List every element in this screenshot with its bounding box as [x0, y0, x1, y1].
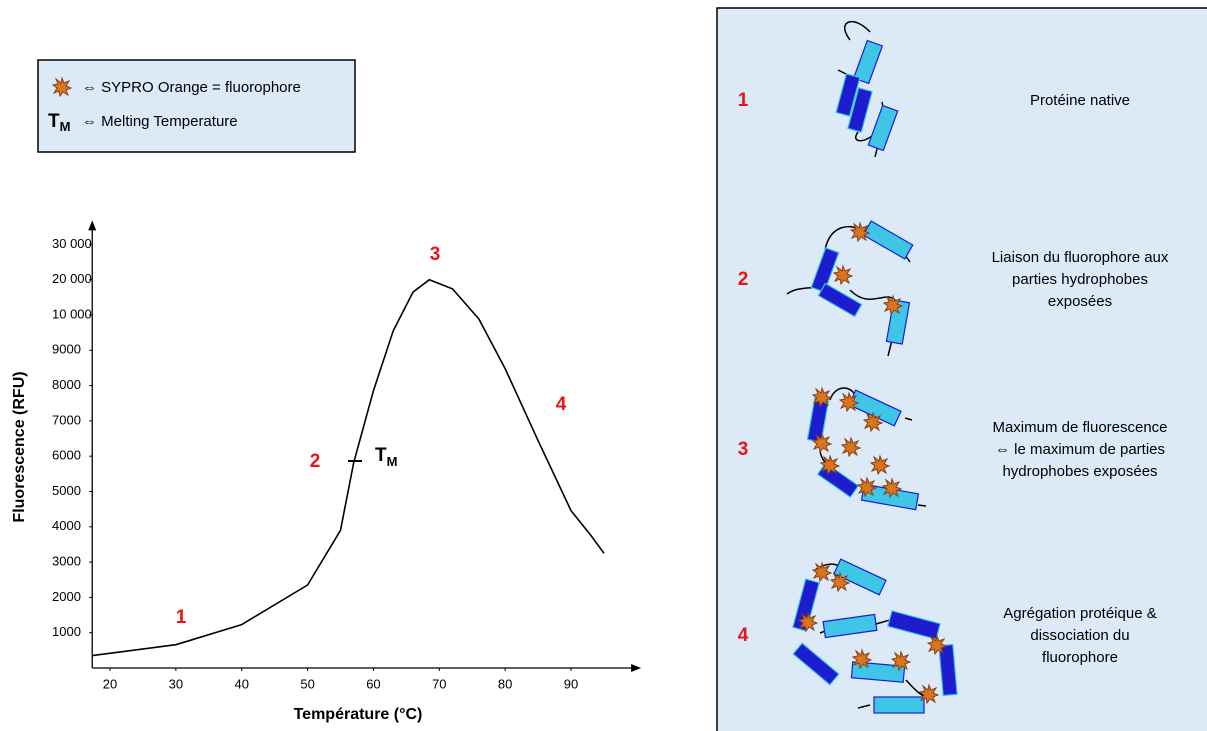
legend-tm: TM [48, 111, 70, 134]
helix-light [867, 104, 899, 152]
helix-dark [835, 73, 861, 117]
helix-light [850, 661, 906, 683]
y-tick-label: 20 000 [52, 271, 92, 286]
helix-dark [810, 247, 840, 293]
y-axis-title: Fluorescence (RFU) [11, 371, 28, 522]
phase-label: 4 [556, 394, 567, 415]
tm-main: T [48, 111, 60, 132]
protein-chain [819, 387, 927, 507]
x-tick-label: 50 [300, 676, 314, 691]
phase-label: 1 [176, 607, 187, 628]
helix-light [822, 613, 878, 639]
phase-label: 3 [430, 244, 441, 265]
tm-label: TM [375, 445, 397, 469]
y-tick-label: 1000 [52, 624, 81, 639]
y-tick-label: 8000 [52, 377, 81, 392]
helix-dark [847, 87, 873, 133]
step-number: 2 [738, 269, 749, 290]
tm-sub: M [60, 119, 71, 134]
step-number: 1 [738, 90, 749, 111]
y-tick-label: 7000 [52, 412, 81, 427]
step-text: Protéine native [1030, 92, 1130, 109]
x-tick-label: 30 [169, 676, 183, 691]
protein-chain [786, 225, 911, 357]
steps-panel [716, 7, 1207, 731]
y-tick-label: 30 000 [52, 236, 92, 251]
x-axis-arrow [631, 664, 642, 672]
legend-fluorophore: ⇔ SYPRO Orange = fluorophore [82, 79, 301, 96]
y-tick-label: 3000 [52, 554, 81, 569]
x-tick-label: 20 [103, 676, 117, 691]
y-tick-label: 10 000 [52, 306, 92, 321]
step-text: Agrégation protéique & [1003, 605, 1156, 622]
step-text: fluorophore [1042, 649, 1118, 666]
y-axis-arrow [88, 220, 97, 231]
x-tick-label: 40 [234, 676, 248, 691]
legend-tm-text: ⇔ Melting Temperature [82, 113, 238, 130]
helix-light [873, 696, 925, 714]
tm-main: T [375, 445, 387, 466]
y-tick-label: 4000 [52, 518, 81, 533]
curve [92, 278, 605, 657]
y-tick-label: 5000 [52, 483, 81, 498]
helix-light [862, 220, 914, 260]
x-axis-title: Température (°C) [294, 706, 423, 723]
helix-dark [792, 578, 820, 632]
phase-label: 2 [310, 451, 321, 472]
y-tick-label: 6000 [52, 448, 81, 463]
helix-dark [938, 643, 958, 697]
legend-box [37, 59, 356, 153]
step-number: 4 [738, 625, 749, 646]
x-tick-label: 70 [432, 676, 446, 691]
step-text: Liaison du fluorophore aux [992, 249, 1169, 266]
y-tick-label: 2000 [52, 589, 81, 604]
y-tick-label: 9000 [52, 342, 81, 357]
helix-light [852, 39, 884, 85]
helix-dark [817, 282, 863, 318]
tm-sub: M [387, 454, 398, 469]
step-text: Maximum de fluorescence [992, 419, 1167, 436]
helix-light [833, 558, 887, 596]
protein-chain [837, 21, 885, 158]
helix-dark [887, 610, 941, 640]
step-number: 3 [738, 439, 749, 460]
x-tick-label: 60 [366, 676, 380, 691]
x-tick-label: 80 [498, 676, 512, 691]
step-text: exposées [1048, 293, 1112, 310]
step-text: parties hydrophobes [1012, 271, 1148, 288]
step-text: ⇔ le maximum de parties [995, 441, 1165, 458]
helix-dark [792, 642, 840, 686]
x-tick-label: 90 [564, 676, 578, 691]
step-text: hydrophobes exposées [1002, 463, 1157, 480]
step-text: dissociation du [1030, 627, 1129, 644]
